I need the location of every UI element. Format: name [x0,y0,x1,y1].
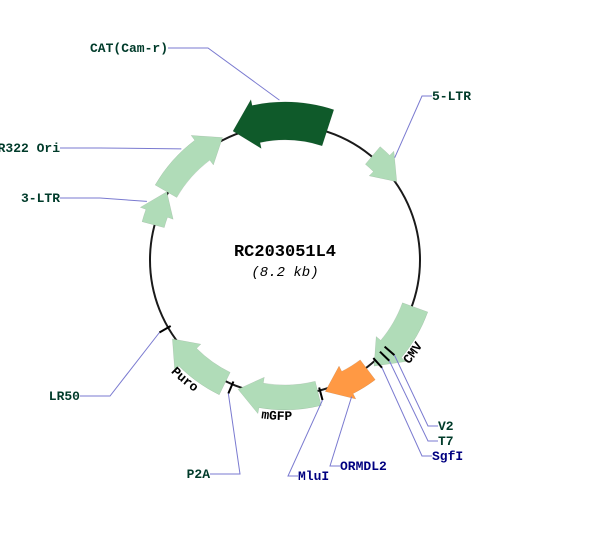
feature-label-5-ltr: 5-LTR [432,89,471,104]
plasmid-map: 5-LTRCMVORMDL2mGFPPuro3-LTRpBR322 OriCAT… [0,0,600,533]
leader-line [288,400,323,476]
leader-line [60,198,147,201]
feature-cat-cam-r- [233,100,334,149]
leader-line [80,333,159,397]
leader-line [210,393,240,474]
site-label-p2a: P2A [187,467,211,482]
leader-line [60,148,181,149]
leader-line [394,355,438,426]
site-label-sgfi: SgfI [432,449,463,464]
plasmid-size: (8.2 kb) [251,265,318,281]
site-label-t7: T7 [438,434,454,449]
feature-label-pbr322-ori: pBR322 Ori [0,141,60,156]
site-label-v2: V2 [438,419,454,434]
feature-mgfp [238,377,321,413]
site-label-mlui: MluI [298,469,329,484]
feature-label-mgfp: mGFP [261,407,293,424]
feature-label-cat-cam-r-: CAT(Cam-r) [90,41,168,56]
plasmid-name: RC203051L4 [234,243,336,262]
site-label-lr50: LR50 [49,389,80,404]
leader-line [168,48,279,100]
leader-line [330,397,352,466]
feature-pbr322-ori [155,135,222,197]
leader-line [395,96,432,158]
feature-label-3-ltr: 3-LTR [21,191,60,206]
feature-5-ltr [365,147,396,182]
feature-3-ltr [140,192,173,228]
feature-label-ormdl2: ORMDL2 [340,459,387,474]
